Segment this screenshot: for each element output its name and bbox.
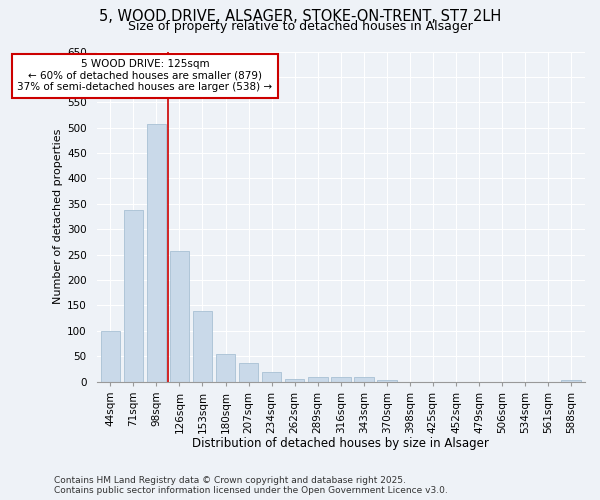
Text: Contains HM Land Registry data © Crown copyright and database right 2025.
Contai: Contains HM Land Registry data © Crown c… [54,476,448,495]
Bar [239,364,259,382]
X-axis label: Distribution of detached houses by size in Alsager: Distribution of detached houses by size … [193,437,489,450]
Bar [216,354,235,382]
Text: Size of property relative to detached houses in Alsager: Size of property relative to detached ho… [128,20,472,33]
Bar [354,376,374,382]
Y-axis label: Number of detached properties: Number of detached properties [53,129,63,304]
Bar [308,376,328,382]
Text: 5 WOOD DRIVE: 125sqm
← 60% of detached houses are smaller (879)
37% of semi-deta: 5 WOOD DRIVE: 125sqm ← 60% of detached h… [17,59,272,92]
Bar [377,380,397,382]
Bar [285,378,304,382]
Text: 5, WOOD DRIVE, ALSAGER, STOKE-ON-TRENT, ST7 2LH: 5, WOOD DRIVE, ALSAGER, STOKE-ON-TRENT, … [99,9,501,24]
Bar [101,331,120,382]
Bar [562,380,581,382]
Bar [146,124,166,382]
Bar [193,310,212,382]
Bar [124,210,143,382]
Bar [170,251,189,382]
Bar [262,372,281,382]
Bar [331,377,350,382]
